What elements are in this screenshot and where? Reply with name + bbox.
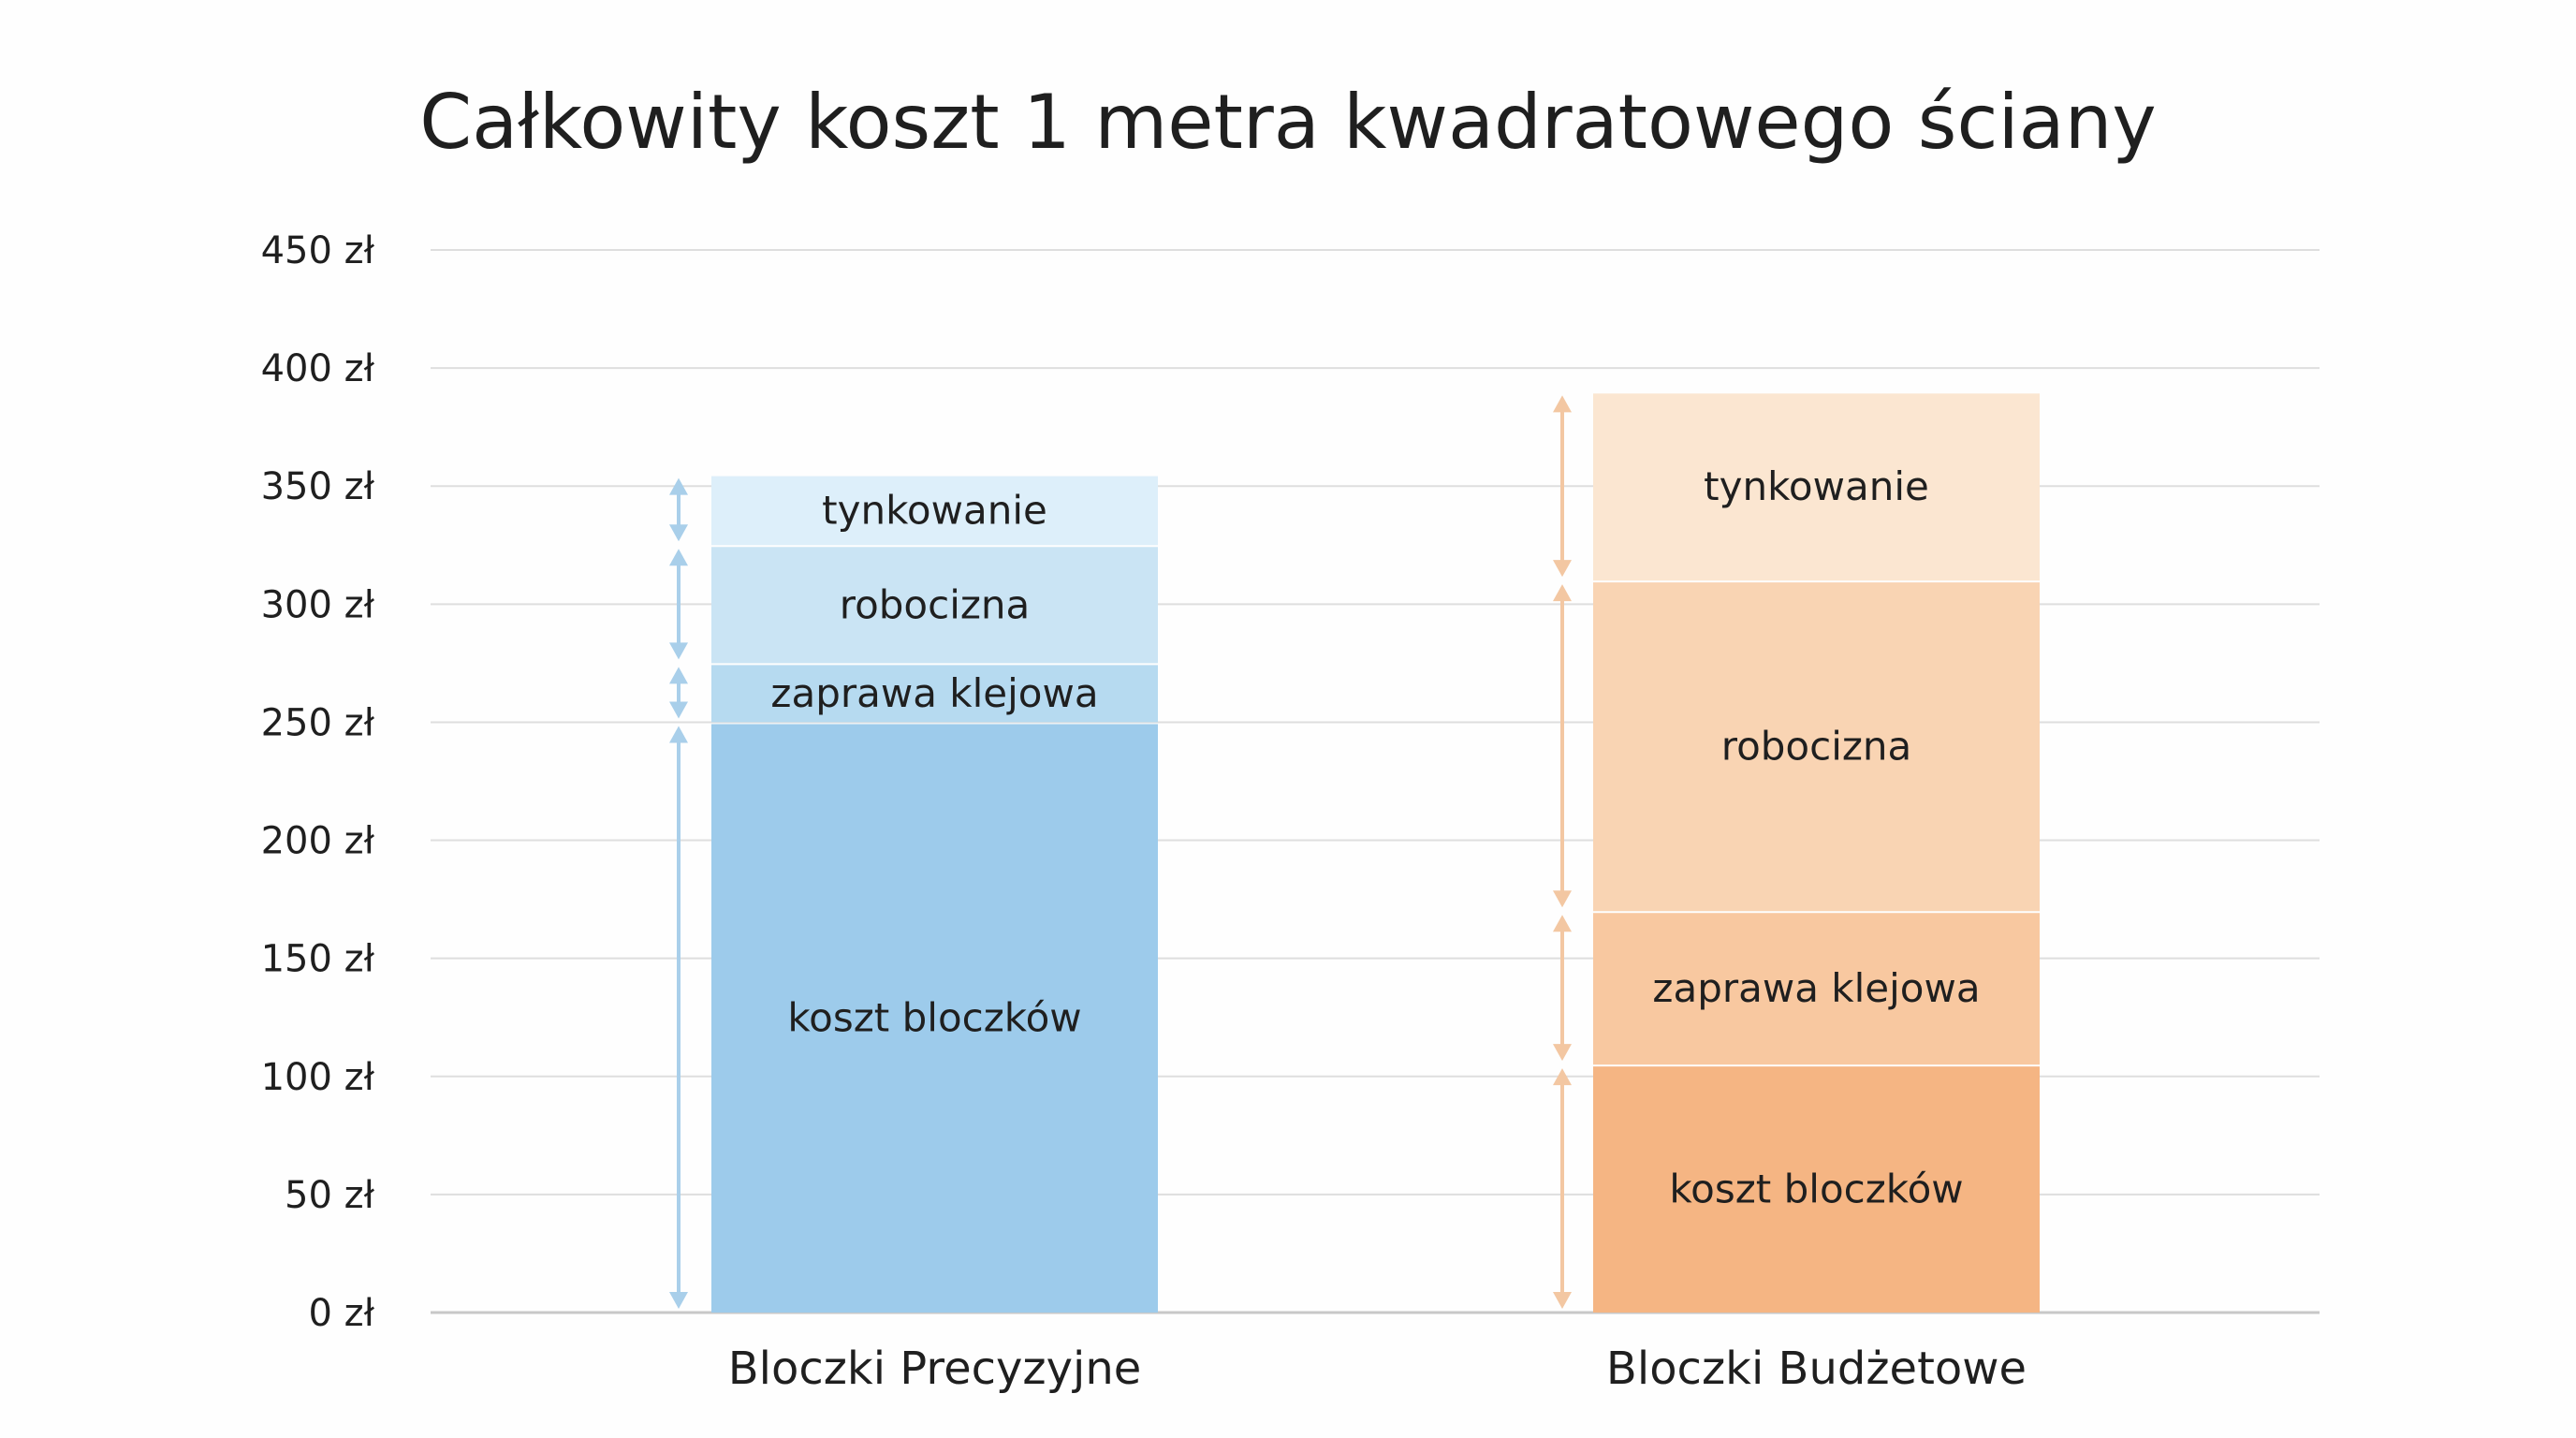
bar-stack: koszt bloczków zaprawa klejowa robocizna ty… (1553, 393, 2040, 1313)
bar-segment (1593, 393, 2040, 581)
arrow-down-icon (669, 524, 688, 542)
bar-segment (1593, 582, 2040, 912)
y-tick-label: 100 zł (261, 1056, 375, 1099)
y-tick-label: 150 zł (261, 938, 375, 981)
arrow-down-icon (1553, 560, 1572, 578)
arrow-up-icon (1553, 915, 1572, 932)
arrow-up-icon (669, 667, 688, 684)
arrow-up-icon (1553, 395, 1572, 413)
x-axis: Bloczki Precyzyjne Bloczki Budżetowe (728, 1343, 2027, 1395)
y-tick-label: 350 zł (261, 465, 375, 508)
bars: koszt bloczków zaprawa klejowa robocizna ty… (669, 393, 2040, 1313)
y-tick-label: 250 zł (261, 701, 375, 744)
arrow-up-icon (1553, 584, 1572, 602)
segment-label: koszt bloczków (1669, 1167, 1963, 1212)
segment-label: koszt bloczków (787, 995, 1081, 1041)
y-tick-label: 200 zł (261, 820, 375, 863)
arrow-down-icon (669, 1292, 688, 1309)
segment-label: tynkowanie (822, 487, 1047, 533)
arrow-up-icon (1553, 1068, 1572, 1086)
y-tick-label: 400 zł (261, 347, 375, 390)
bar-stack: koszt bloczków zaprawa klejowa robocizna ty… (669, 476, 1158, 1313)
segment-label: robocizna (1721, 724, 1912, 770)
y-tick-label: 450 zł (261, 229, 375, 272)
bar-segment (711, 547, 1158, 664)
y-tick-label: 0 zł (308, 1292, 374, 1335)
bar-segment (711, 665, 1158, 723)
y-axis: 0 zł 50 zł 100 zł 150 zł 200 zł 250 zł 300 zł 3… (261, 229, 375, 1335)
bar-segment (711, 724, 1158, 1313)
bar-segment (1593, 1066, 2040, 1313)
bar-segment (1593, 913, 2040, 1065)
arrow-down-icon (1553, 1292, 1572, 1309)
y-tick-label: 300 zł (261, 583, 375, 626)
x-category-label: Bloczki Budżetowe (1606, 1343, 2027, 1395)
segment-label: robocizna (840, 581, 1031, 627)
arrow-down-icon (1553, 1044, 1572, 1062)
x-category-label: Bloczki Precyzyjne (728, 1343, 1142, 1395)
arrow-up-icon (669, 549, 688, 566)
arrow-down-icon (669, 701, 688, 719)
segment-label: zaprawa klejowa (1652, 965, 1980, 1011)
y-tick-label: 50 zł (285, 1174, 375, 1217)
segment-label: zaprawa klejowa (770, 670, 1098, 716)
arrow-down-icon (1553, 890, 1572, 908)
chart-title: Całkowity koszt 1 metra kwadratowego ści… (419, 79, 2156, 166)
segment-label: tynkowanie (1704, 463, 1929, 509)
arrow-up-icon (669, 477, 688, 495)
bar-segment (711, 476, 1158, 546)
arrow-up-icon (669, 726, 688, 743)
arrow-down-icon (669, 642, 688, 660)
